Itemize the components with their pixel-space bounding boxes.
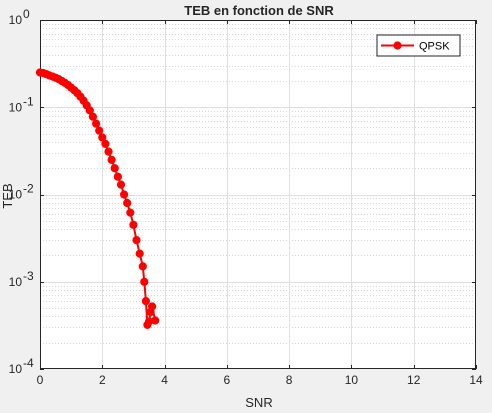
plot-frame: [40, 20, 476, 369]
data-point-qpsk: [101, 139, 110, 148]
legend[interactable]: QPSK: [376, 34, 461, 57]
y-tick-label-exponent: -2: [23, 182, 34, 196]
legend-label-qpsk: QPSK: [419, 41, 450, 53]
data-point-qpsk: [95, 126, 104, 135]
x-tick-label: 6: [224, 373, 231, 387]
y-tick-label: 10: [9, 362, 23, 376]
y-tick-label: 10: [9, 188, 23, 202]
data-point-qpsk: [92, 119, 101, 128]
y-tick-label: 10: [9, 13, 23, 27]
y-tick-label-exponent: 0: [23, 7, 30, 21]
x-tick-label: 2: [99, 373, 106, 387]
legend-box: [376, 34, 461, 57]
data-point-qpsk: [151, 316, 160, 325]
data-point-qpsk: [141, 297, 150, 306]
y-tick-label-exponent: -4: [23, 356, 34, 370]
x-tick-label: 0: [37, 373, 44, 387]
series-layer: [35, 68, 160, 329]
chart-title: TEB en fonction de SNR: [184, 3, 334, 18]
y-tick-label: 10: [9, 275, 23, 289]
y-axis-label: TEB: [0, 183, 15, 208]
x-tick-label: 8: [286, 373, 293, 387]
y-tick-label: 10: [9, 100, 23, 114]
x-axis-label: SNR: [245, 395, 272, 410]
grid-lines: [40, 20, 476, 369]
data-point-qpsk: [116, 180, 126, 189]
x-tick-label: 10: [345, 373, 359, 387]
data-point-qpsk: [132, 236, 141, 245]
data-point-qpsk: [123, 198, 132, 208]
data-point-qpsk: [126, 208, 135, 217]
x-tick-label: 12: [407, 373, 421, 387]
data-point-qpsk: [98, 133, 107, 142]
data-point-qpsk: [107, 155, 116, 164]
data-point-qpsk: [129, 220, 138, 229]
y-tick-label-exponent: -1: [23, 94, 34, 108]
x-tick-label: 14: [469, 373, 483, 387]
data-point-qpsk: [113, 172, 123, 181]
x-tick-label: 4: [161, 373, 168, 387]
legend-marker-qpsk: [393, 41, 402, 50]
data-point-qpsk: [104, 147, 113, 156]
data-point-qpsk: [135, 249, 144, 258]
data-point-qpsk: [148, 302, 157, 311]
data-point-qpsk: [88, 112, 98, 121]
data-point-qpsk: [140, 277, 149, 286]
y-tick-label-exponent: -3: [23, 269, 34, 283]
plot-area: [40, 20, 476, 369]
data-point-qpsk: [110, 164, 119, 173]
data-point-qpsk: [138, 262, 147, 271]
data-point-qpsk: [120, 190, 129, 199]
data-point-qpsk: [85, 106, 94, 115]
